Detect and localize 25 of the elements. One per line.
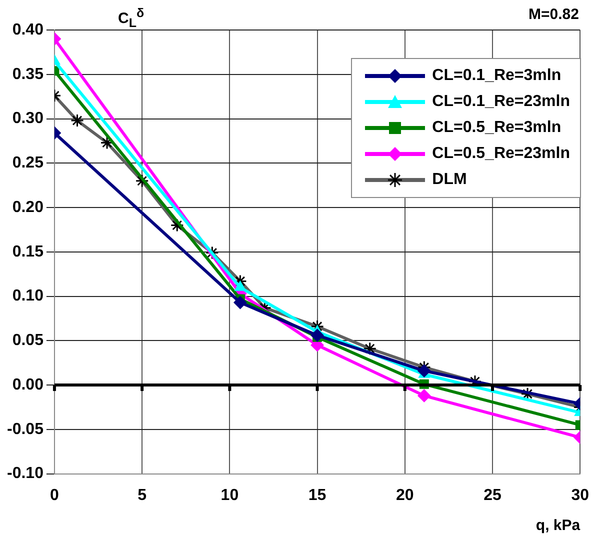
y-tick-label: -0.05 <box>7 420 44 438</box>
x-axis-title: q, kPa <box>536 517 581 534</box>
legend-label: CL=0.1_Re=23mln <box>432 93 570 111</box>
legend-label: CL=0.1_Re=3mln <box>432 67 562 85</box>
y-tick-label: 0.10 <box>12 288 44 305</box>
text: M=0.82 <box>528 6 579 23</box>
y-tick-label: 0.00 <box>12 376 44 394</box>
legend-label: CL=0.5_Re=3mln <box>432 119 562 137</box>
legend-label: DLM <box>432 171 467 189</box>
y-tick-label: 0.20 <box>12 198 44 216</box>
y-tick-label: 0.25 <box>12 154 44 172</box>
x-tick-label: 30 <box>571 486 590 504</box>
x-tick-label: 10 <box>220 486 239 504</box>
y-tick-label: 0.30 <box>12 110 44 128</box>
y-tick-label: 0.15 <box>12 243 44 260</box>
y-tick-label: 0.35 <box>12 66 44 83</box>
x-tick-label: 25 <box>484 486 502 504</box>
y-tick-label: 0.05 <box>12 332 44 350</box>
x-tick-label: 5 <box>138 486 147 504</box>
y-tick-label: -0.10 <box>7 465 44 482</box>
x-tick-label: 15 <box>308 486 326 504</box>
y-tick-label: 0.40 <box>12 21 44 38</box>
x-tick-label: 20 <box>396 486 414 504</box>
x-tick-label: 0 <box>50 486 60 504</box>
legend-label: CL=0.5_Re=23mln <box>432 145 570 163</box>
